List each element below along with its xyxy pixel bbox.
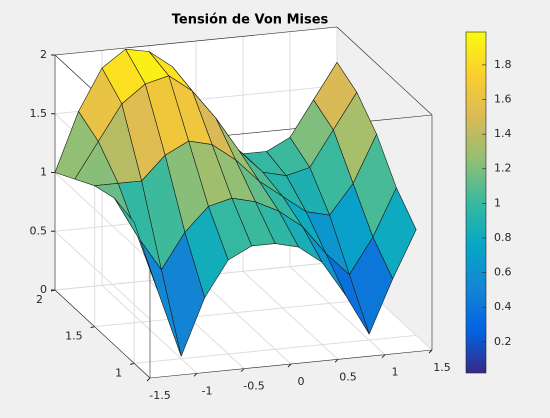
colorbar-tick-label: 1 [494, 196, 501, 209]
colorbar-tick-label: 1.2 [494, 162, 512, 175]
colorbar-tick-label: 0.4 [494, 300, 512, 313]
colorbar-tick-label: 1.8 [494, 58, 512, 71]
colorbar-tick-label: 0.8 [494, 231, 512, 244]
colorbar-tick-label: 1.4 [494, 127, 512, 140]
z-tick-label: 0.5 [30, 224, 48, 237]
axis-box-edge [149, 349, 433, 379]
y-tick [130, 362, 135, 365]
x-tick-label: -1.5 [149, 389, 170, 402]
colorbar-tick-label: 0.6 [494, 266, 512, 279]
axis-box-edge [54, 26, 338, 56]
x-tick-label: -0.5 [243, 380, 264, 393]
z-tick-label: 1.5 [30, 107, 48, 120]
surface-patch [114, 197, 158, 291]
axis-box-edge [336, 26, 433, 116]
x-tick-label: -1 [202, 384, 213, 397]
grid-line [134, 334, 417, 364]
grid-line [54, 172, 151, 261]
colorbar [465, 31, 487, 374]
y-tick [90, 326, 95, 329]
colorbar-tick-label: 0.2 [494, 335, 512, 348]
x-tick [287, 363, 292, 368]
x-tick [193, 372, 198, 377]
x-tick-label: 1 [392, 366, 399, 379]
x-tick [428, 349, 433, 354]
axis-box-edge [54, 289, 151, 379]
x-tick-label: 1.5 [433, 361, 451, 374]
y-tick-label: 1 [115, 366, 122, 379]
x-tick [240, 368, 245, 373]
x-tick [146, 377, 151, 382]
grid-line [54, 230, 151, 320]
z-tick-label: 0 [40, 283, 47, 296]
x-tick-label: 0.5 [339, 370, 357, 383]
x-tick [381, 354, 386, 359]
y-tick-label: 2 [36, 293, 43, 306]
z-tick-label: 2 [40, 48, 47, 61]
colorbar-tick-label: 1.6 [494, 93, 512, 106]
x-tick-label: 0 [298, 375, 305, 388]
z-tick-label: 1 [40, 166, 47, 179]
chart-title: Tensión de Von Mises [172, 13, 329, 28]
grid-line [94, 298, 377, 328]
y-tick-label: 1.5 [65, 330, 83, 343]
x-tick [334, 358, 339, 363]
